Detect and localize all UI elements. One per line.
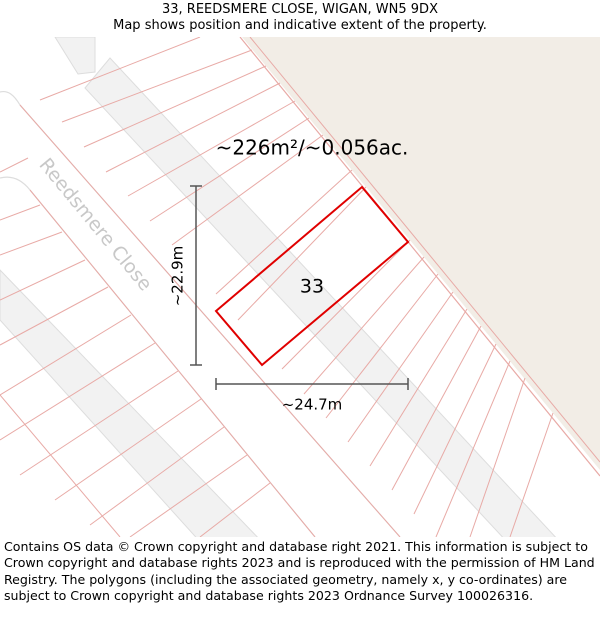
open-land xyxy=(242,37,600,470)
land-boundary xyxy=(239,37,600,477)
road-edge xyxy=(0,90,401,537)
map-canvas: Reedsmere Close 33 ~226m²/~0.056ac. ~22.… xyxy=(0,37,600,537)
parcel-boundaries-ne xyxy=(19,37,554,537)
width-measure xyxy=(215,378,409,390)
property-map[interactable]: Reedsmere Close 33 ~226m²/~0.056ac. ~22.… xyxy=(0,37,600,537)
land-boundary xyxy=(249,37,600,463)
height-measure-label: ~22.9m xyxy=(169,246,187,307)
width-measure-label: ~24.7m xyxy=(282,396,343,414)
property-plot-outline[interactable] xyxy=(214,185,410,367)
plot-number-label: 33 xyxy=(300,276,324,298)
parcel-boundaries-sw xyxy=(0,157,316,537)
road-edge xyxy=(0,176,316,537)
property-address: 33, REEDSMERE CLOSE, WIGAN, WN5 9DX xyxy=(162,2,438,17)
map-subtitle: Map shows position and indicative extent… xyxy=(113,18,487,33)
copyright-notice: Contains OS data © Crown copyright and d… xyxy=(4,539,595,604)
area-label: ~226m²/~0.056ac. xyxy=(216,136,409,160)
terrace-building xyxy=(0,269,258,537)
terrace-building xyxy=(84,57,557,537)
map-header: 33, REEDSMERE CLOSE, WIGAN, WN5 9DX Map … xyxy=(0,0,600,37)
outbuilding xyxy=(54,37,96,75)
height-measure xyxy=(190,185,202,366)
